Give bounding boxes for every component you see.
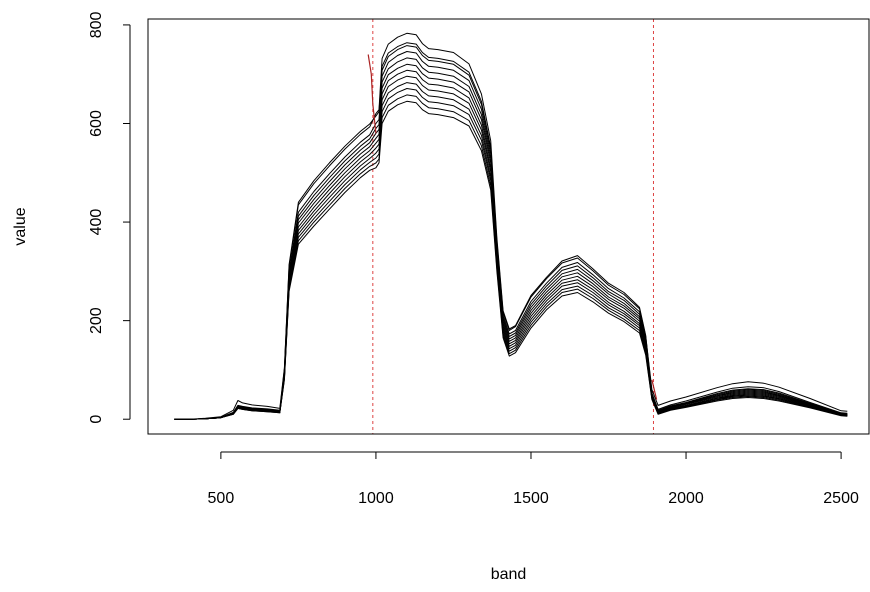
highlight-segments (367, 54, 658, 400)
plot-frame (147, 18, 870, 435)
y-tick-label: 200 (88, 307, 105, 334)
x-axis-title: band (491, 566, 527, 583)
series-lines (174, 32, 848, 420)
x-tick-label: 1000 (358, 490, 394, 507)
series-line-12 (174, 42, 848, 420)
highlight-segment-1 (651, 379, 658, 400)
x-axis: 500 1000 1500 2000 2500 (208, 451, 859, 507)
y-tick-label: 0 (88, 415, 105, 424)
y-tick-label: 800 (88, 11, 105, 38)
x-tick-label: 500 (208, 490, 235, 507)
y-tick-label: 400 (88, 209, 105, 236)
y-axis: 0 200 400 600 800 (88, 11, 131, 424)
x-tick-label: 2000 (668, 490, 704, 507)
highlight-segment-0 (367, 54, 377, 134)
y-axis-title: value (12, 207, 29, 245)
x-tick-label: 2500 (823, 490, 859, 507)
y-tick-label: 600 (88, 110, 105, 137)
x-tick-label: 1500 (513, 490, 549, 507)
